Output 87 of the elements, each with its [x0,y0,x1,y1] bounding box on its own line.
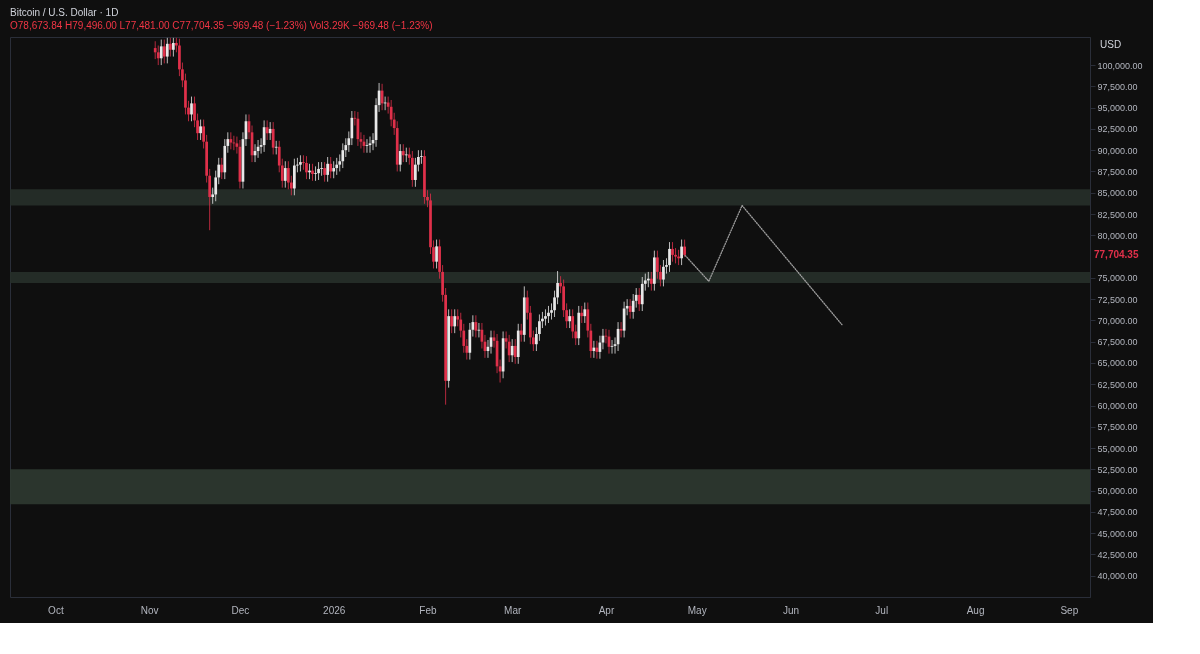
x-tick-label: Oct [48,604,64,616]
candlestick [580,305,584,324]
y-tick-label: 82,500.00 [1097,209,1138,220]
candlestick [317,161,320,181]
y-tick-label: 85,000.00 [1097,188,1138,199]
candlestick [519,323,523,343]
y-tick-label: 65,000.00 [1097,358,1138,369]
candlestick [168,37,172,57]
candlestick [668,241,671,273]
candlestick [156,45,160,66]
y-tick-label: 100,000.00 [1097,60,1143,71]
candlestick [628,298,632,320]
y-tick-label: 95,000.00 [1097,103,1138,114]
x-tick-label: Feb [419,604,438,616]
candlestick [404,147,408,163]
candlestick [568,308,572,329]
candlestick [190,96,193,122]
y-tick-label: 60,000.00 [1097,401,1138,412]
candlestick [435,239,438,269]
candlestick [507,334,511,363]
candlestick [274,140,278,155]
y-tick-label: 92,500.00 [1097,124,1138,135]
x-tick-label: Jun [782,604,800,616]
y-tick-label: 75,000.00 [1097,273,1138,284]
candlestick [323,161,326,183]
chart-title: Bitcoin / U.S. Dollar · 1D [10,7,119,18]
candlestick [510,338,514,363]
candlestick [162,39,166,64]
candlestick [547,305,550,324]
candlestick [640,276,644,312]
candlestick [271,121,275,155]
candlestick [365,138,369,154]
y-tick-label: 97,500.00 [1097,81,1138,92]
candlestick [544,308,547,326]
candlestick [335,157,339,176]
y-tick-label: 45,000.00 [1097,528,1138,539]
chart-subtitle: O78,673.84 H79,496.00 L77,481.00 C77,704.35 −969.48 (−1.23%) Vol3.29K −969.48 (−1.23%) [10,20,433,31]
candlestick [199,119,202,141]
x-tick-label: Aug [966,604,985,616]
candlestick [329,156,333,179]
candlestick [229,131,233,150]
y-tick-label: 40,000.00 [1097,571,1138,582]
candlestick [401,143,405,163]
candlestick [662,259,665,287]
x-tick-label: Dec [231,604,250,616]
candlestick [410,150,414,188]
y-tick-label: 42,500.00 [1097,549,1138,560]
x-tick-label: Nov [140,604,159,616]
y-tick-label: 72,500.00 [1097,294,1138,305]
candlestick [293,158,296,196]
candlestick [320,161,323,177]
y-tick-label: 67,500.00 [1097,337,1138,348]
y-tick-label: 55,000.00 [1097,443,1138,454]
candlestick [305,155,308,180]
candlestick [283,160,287,189]
x-tick-label: 2026 [323,604,346,616]
candlestick [610,339,614,354]
candlestick [637,287,641,312]
candlestick [332,160,336,179]
y-tick-label: 70,000.00 [1097,315,1138,326]
candlestick [159,39,163,66]
candlestick [172,37,175,57]
y-tick-label: 62,500.00 [1097,379,1138,390]
y-tick-label: 57,500.00 [1097,422,1138,433]
y-tick-label: 90,000.00 [1097,145,1138,156]
x-tick-label: May [687,604,707,616]
x-tick-label: Sep [1060,604,1079,616]
candlestick [165,37,169,64]
candlestick [311,163,314,182]
candlestick [314,165,317,182]
y-tick-label: 52,500.00 [1097,464,1138,475]
candlestick [477,322,481,338]
text: 77,704.35 [1094,248,1139,260]
y-tick-label: 50,000.00 [1097,486,1138,497]
x-tick-label: Apr [598,604,615,616]
candlestick [299,154,302,172]
y-tick-label: 87,500.00 [1097,166,1138,177]
y-tick-label: 47,500.00 [1097,507,1138,518]
candlestick [326,156,330,183]
x-tick-label: Mar [504,604,522,616]
candlestick [453,308,457,334]
text: USD [1100,39,1122,50]
y-tick-label: 80,000.00 [1097,230,1138,241]
candlestick [341,142,345,169]
x-tick-label: Jul [875,604,889,616]
candlestick [220,157,224,180]
candlestick [671,241,674,263]
